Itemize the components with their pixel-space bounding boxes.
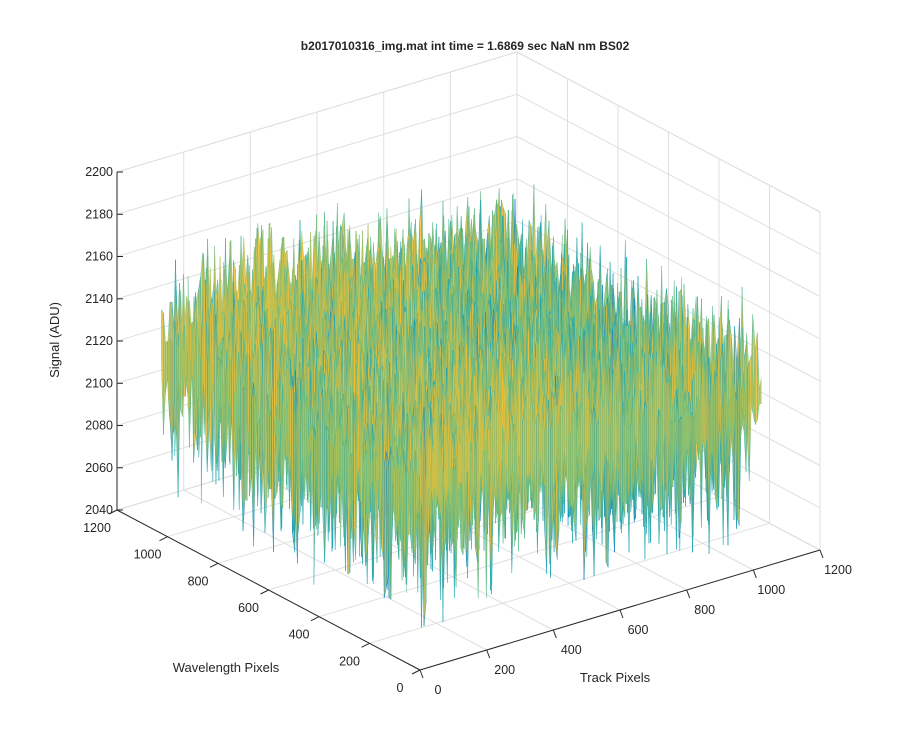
surface-strip [167, 302, 171, 421]
surface-strip [169, 301, 173, 461]
surface-strip [297, 376, 301, 533]
back-wall-grid-line [116, 51, 518, 173]
surface-strip [340, 418, 343, 547]
surface-strip [187, 276, 191, 409]
floor-grid-line-y [318, 496, 720, 618]
surface-strip [171, 302, 175, 461]
surface-strip [189, 358, 193, 409]
surface-strip [269, 411, 272, 490]
surface-strip [258, 343, 261, 423]
surface-strip [242, 387, 246, 531]
back-wall-grid-line [116, 93, 518, 215]
surface-strip [220, 382, 224, 411]
floor-grid-line-y [369, 522, 770, 644]
surface-strip [211, 337, 215, 389]
back-wall-grid-line [116, 136, 518, 257]
side-wall-grid-line [516, 136, 821, 297]
side-wall-grid-line [516, 51, 821, 213]
side-wall-grid-line [516, 93, 821, 255]
surface-strip [291, 377, 294, 531]
surface-mesh [161, 184, 762, 628]
surface-strip [251, 382, 254, 547]
surface-strip [161, 309, 164, 435]
surface-strip [163, 312, 166, 435]
side-wall-grid-line [516, 178, 821, 340]
surface-strip [262, 311, 266, 533]
surface-strip [324, 425, 327, 563]
surface-strip [320, 388, 323, 508]
surface-strip [165, 340, 168, 394]
